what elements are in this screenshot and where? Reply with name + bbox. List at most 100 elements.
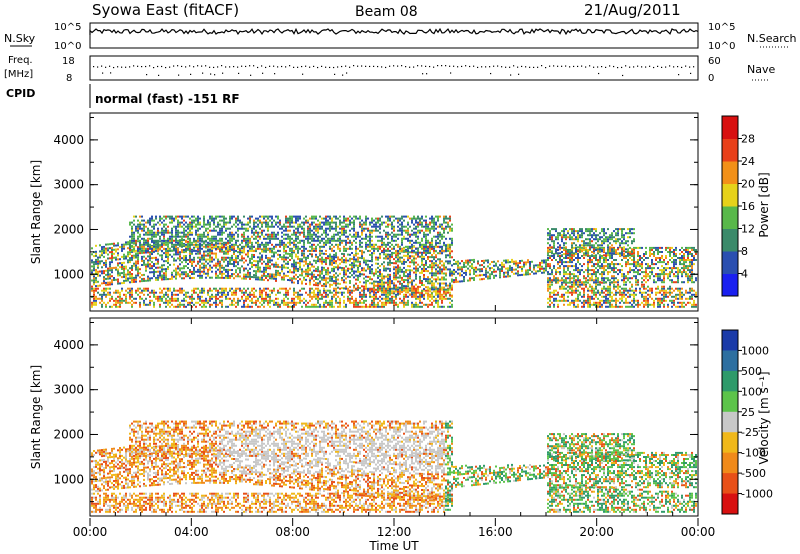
echo-cell xyxy=(277,257,279,260)
echo-cell xyxy=(301,221,303,224)
echo-cell xyxy=(431,293,433,296)
echo-cell xyxy=(93,291,95,294)
echo-cell xyxy=(255,264,257,267)
echo-cell xyxy=(299,295,301,298)
echo-cell xyxy=(331,217,333,220)
echo-cell xyxy=(149,247,151,250)
echo-cell xyxy=(323,223,325,226)
freq-point xyxy=(225,66,227,68)
echo-cell xyxy=(143,259,145,262)
echo-cell xyxy=(177,257,179,260)
echo-cell xyxy=(437,225,439,228)
echo-cell xyxy=(169,253,171,256)
echo-cell xyxy=(217,221,219,224)
echo-cell xyxy=(233,248,235,251)
echo-cell xyxy=(183,297,185,300)
echo-cell xyxy=(385,221,387,224)
echo-cell xyxy=(181,215,183,218)
echo-cell xyxy=(225,268,227,271)
echo-cell xyxy=(471,265,473,268)
echo-cell xyxy=(293,297,295,300)
echo-cell xyxy=(101,297,103,300)
echo-cell xyxy=(343,215,345,218)
echo-cell xyxy=(403,305,405,308)
echo-cell xyxy=(181,277,183,280)
echo-cell xyxy=(99,293,101,296)
echo-cell xyxy=(209,287,211,290)
echo-cell xyxy=(225,256,227,259)
echo-cell xyxy=(129,277,131,280)
echo-cell xyxy=(145,247,147,250)
echo-cell xyxy=(229,248,231,251)
echo-cell xyxy=(239,271,241,274)
echo-cell xyxy=(173,263,175,266)
echo-cell xyxy=(143,247,145,250)
echo-cell xyxy=(285,258,287,261)
echo-cell xyxy=(105,295,107,298)
echo-cell xyxy=(167,287,169,290)
echo-cell xyxy=(203,270,205,273)
echo-cell xyxy=(267,301,269,304)
freq-point xyxy=(421,65,423,67)
echo-cell xyxy=(337,245,339,248)
echo-cell xyxy=(261,297,263,300)
echo-cell xyxy=(303,256,305,259)
echo-cell xyxy=(207,223,209,226)
echo-cell xyxy=(177,293,179,296)
echo-cell xyxy=(309,269,311,272)
echo-cell xyxy=(261,303,263,306)
echo-cell xyxy=(433,274,435,277)
echo-cell xyxy=(203,245,205,248)
echo-cell xyxy=(91,305,93,308)
echo-cell xyxy=(189,227,191,230)
echo-cell xyxy=(139,247,141,250)
echo-cell xyxy=(401,249,403,252)
echo-cell xyxy=(153,303,155,306)
echo-cell xyxy=(361,249,363,252)
echo-cell xyxy=(375,268,377,271)
echo-cell xyxy=(405,275,407,278)
echo-cell xyxy=(145,257,147,260)
echo-cell xyxy=(139,297,141,300)
echo-cell xyxy=(183,249,185,251)
beam-title: Beam 08 xyxy=(355,4,418,20)
echo-cell xyxy=(263,287,265,290)
echo-cell xyxy=(211,266,213,269)
echo-cell xyxy=(431,245,433,248)
echo-cell xyxy=(355,217,357,220)
echo-cell xyxy=(245,245,247,248)
echo-cell xyxy=(379,289,381,292)
echo-cell xyxy=(317,284,319,287)
echo-cell xyxy=(141,249,143,252)
echo-cell xyxy=(307,237,309,240)
echo-cell xyxy=(357,258,359,261)
echo-cell xyxy=(379,295,381,298)
echo-cell xyxy=(259,268,261,271)
echo-cell xyxy=(385,255,387,258)
echo-cell xyxy=(495,262,497,265)
echo-cell xyxy=(233,289,235,292)
echo-cell xyxy=(387,233,389,236)
echo-cell xyxy=(219,239,221,242)
echo-cell xyxy=(259,270,261,273)
echo-cell xyxy=(367,259,369,262)
echo-cell xyxy=(363,281,365,284)
echo-cell xyxy=(335,266,337,269)
echo-cell xyxy=(309,281,311,284)
echo-cell xyxy=(259,295,261,298)
echo-cell xyxy=(415,291,417,294)
echo-cell xyxy=(391,280,393,283)
echo-cell xyxy=(339,303,341,306)
echo-cell xyxy=(187,235,189,238)
echo-cell xyxy=(199,270,201,273)
echo-cell xyxy=(347,295,349,298)
echo-cell xyxy=(189,247,191,250)
echo-cell xyxy=(343,225,345,228)
echo-cell xyxy=(341,258,343,261)
echo-cell xyxy=(373,297,375,300)
echo-cell xyxy=(397,270,399,273)
echo-cell xyxy=(307,221,309,224)
echo-cell xyxy=(413,233,415,236)
echo-cell xyxy=(391,251,393,254)
echo-cell xyxy=(333,282,335,285)
